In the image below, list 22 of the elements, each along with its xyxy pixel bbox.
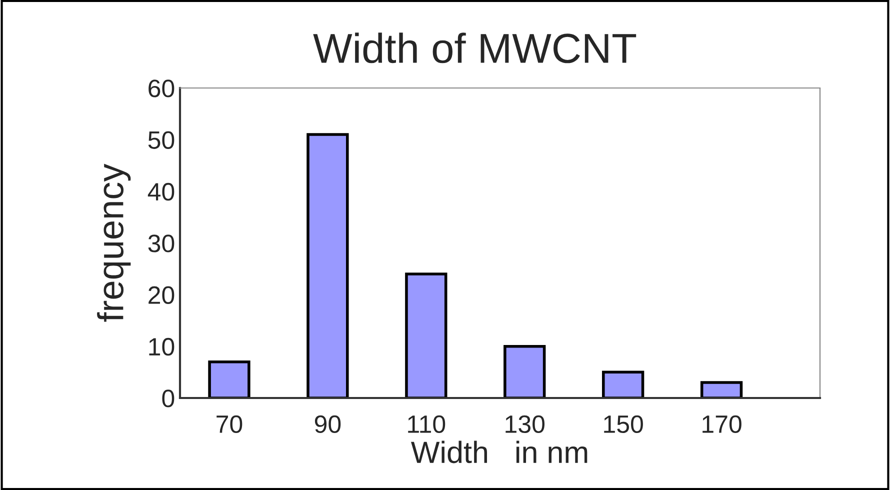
y-tick-label: 30 [148,234,174,252]
bar [208,360,250,398]
y-tick-label: 10 [149,338,174,356]
x-tick-label: 90 [314,415,341,434]
bar [700,381,743,398]
bar [306,133,349,398]
x-tick-label: 110 [408,415,446,434]
chart-title: Width of MWCNT [313,32,636,64]
x-tick-label: 70 [216,415,242,434]
y-axis-title: frequency [97,164,131,322]
x-tick-label: 150 [604,415,643,434]
bar [405,272,448,398]
y-tick-label: 60 [148,80,174,98]
y-tick-label: 50 [148,131,174,149]
bar [602,370,644,398]
y-tick-label: 40 [148,182,174,201]
x-axis-title: Width in nm [410,440,588,464]
y-tick-label: 20 [148,286,174,304]
x-tick-label: 170 [702,415,742,434]
y-tick-label: 0 [162,390,174,408]
bar [504,344,546,398]
x-tick-label: 130 [506,415,544,434]
